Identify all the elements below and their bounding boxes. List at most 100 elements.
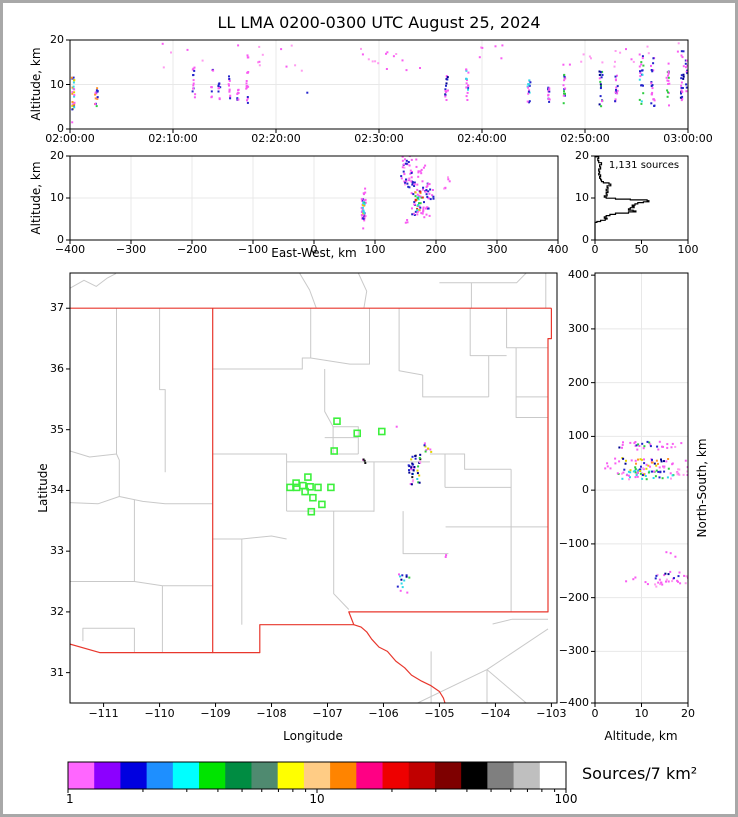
- lma-station-marker: [318, 500, 326, 509]
- lma-station-marker: [333, 417, 341, 426]
- colorbar-segment: [382, 762, 410, 789]
- colorbar-segment: [120, 762, 148, 789]
- tick-label: 50: [634, 243, 649, 256]
- lma-station-marker: [377, 427, 386, 436]
- tick-label: 0: [591, 243, 599, 256]
- tick-label: 300: [568, 321, 589, 335]
- lma-station-marker: [306, 482, 314, 491]
- ns-panel-xlabel: Altitude, km: [604, 729, 678, 743]
- colorbar-tick-mid: 10: [309, 792, 325, 806]
- colorbar-segment: [172, 762, 200, 789]
- colorbar-segment: [68, 762, 95, 789]
- lma-station-marker: [314, 483, 322, 492]
- tick-label: −110: [144, 707, 175, 720]
- tick-label: 37: [50, 301, 64, 315]
- tick-label: −300: [558, 644, 589, 658]
- tick-label: −200: [176, 243, 208, 256]
- tick-label: 200: [568, 375, 589, 389]
- tick-label: −105: [424, 707, 455, 720]
- tick-label: 10: [50, 77, 64, 91]
- tick-label: −400: [54, 243, 86, 256]
- tick-label: 02:00:00: [45, 132, 95, 145]
- colorbar-segment: [94, 762, 121, 789]
- colorbar-segment: [251, 762, 279, 789]
- tick-label: 20: [50, 33, 64, 46]
- tick-label: 100: [364, 243, 386, 256]
- tick-label: −100: [237, 243, 269, 256]
- tick-label: 34: [50, 483, 64, 497]
- time-height-scatter: [70, 40, 688, 129]
- map-content: [70, 273, 553, 703]
- tick-label: −104: [480, 707, 511, 720]
- page-title: LL LMA 0200-0300 UTC August 25, 2024: [217, 13, 541, 32]
- colorbar-segment: [199, 762, 226, 789]
- lma-station-marker: [304, 473, 312, 481]
- colorbar-label: Sources/7 km²: [582, 764, 698, 783]
- tick-label: 03:00:00: [663, 132, 713, 145]
- tick-label: 20: [575, 149, 589, 162]
- lma-station-marker: [330, 447, 339, 455]
- tick-label: 10: [50, 191, 64, 204]
- ns-height-scatter: [595, 273, 688, 703]
- tick-label: 02:40:00: [457, 132, 507, 145]
- lma-station-marker: [309, 493, 317, 502]
- tick-label: 0: [310, 243, 318, 256]
- tick-label: 400: [547, 243, 569, 256]
- tick-label: 10: [634, 707, 649, 720]
- tick-label: 100: [677, 243, 699, 256]
- tick-label: 31: [50, 665, 64, 679]
- ns-panel-ylabel: North-South, km: [695, 438, 709, 538]
- tick-label: 0: [57, 122, 64, 135]
- ew-panel-xlabel: East-West, km: [271, 246, 357, 260]
- tick-label: −106: [368, 707, 399, 720]
- lma-station-marker: [301, 487, 309, 496]
- tick-label: 400: [568, 268, 589, 282]
- colorbar-segment: [303, 762, 331, 789]
- tick-label: −400: [558, 696, 589, 709]
- tick-label: −111: [88, 707, 119, 720]
- colorbar-segment: [408, 762, 436, 789]
- tick-label: 35: [50, 422, 64, 436]
- tick-label: 02:10:00: [148, 132, 198, 145]
- colorbar-segment: [539, 762, 567, 789]
- tick-label: −200: [558, 590, 589, 604]
- altitude-histogram: [594, 156, 650, 240]
- tick-label: 02:30:00: [354, 132, 404, 145]
- lma-station-marker: [327, 483, 335, 492]
- ew-height-scatter: [70, 156, 558, 240]
- tick-label: 02:20:00: [251, 132, 301, 145]
- lma-station-marker: [299, 481, 307, 490]
- histogram-annotation: 1,131 sources: [608, 160, 680, 171]
- colorbar-segment: [487, 762, 514, 789]
- tick-label: 0: [57, 233, 64, 246]
- tick-label: 36: [50, 361, 64, 375]
- tick-label: 100: [568, 429, 589, 443]
- tick-label: −100: [558, 536, 589, 550]
- tick-label: −109: [200, 707, 231, 720]
- colorbar-segment: [513, 762, 541, 789]
- tick-label: 0: [582, 233, 589, 246]
- colorbar-segment: [434, 762, 462, 789]
- colorbar-tick-max: 100: [554, 792, 578, 806]
- colorbar-segment: [146, 762, 174, 789]
- map-xlabel: Longitude: [283, 729, 343, 743]
- axes-and-ticks: [66, 39, 689, 793]
- tick-label: −103: [536, 707, 567, 720]
- colorbar-segment: [461, 762, 488, 789]
- colorbar-segment: [330, 762, 357, 789]
- lma-station-marker: [286, 483, 294, 492]
- tick-label: 33: [50, 544, 64, 558]
- lma-station-marker: [353, 429, 362, 438]
- tick-label: 200: [425, 243, 447, 256]
- tick-label: 10: [575, 191, 589, 204]
- tick-label: 20: [50, 149, 64, 162]
- tick-label: 0: [591, 707, 599, 720]
- lma-station-marker: [307, 507, 316, 516]
- tick-label: 02:50:00: [560, 132, 610, 145]
- colorbar-tick-min: 1: [66, 792, 74, 806]
- colorbar-segment: [225, 762, 252, 789]
- tick-label: −107: [312, 707, 343, 720]
- tick-label: 32: [50, 604, 64, 618]
- lma-station-marker: [292, 483, 301, 492]
